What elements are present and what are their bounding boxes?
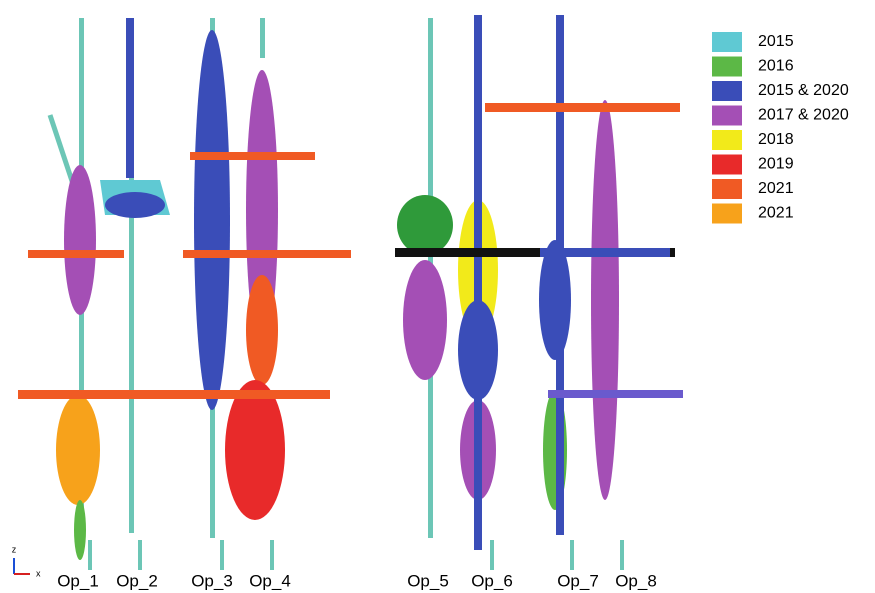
- pole: [570, 540, 574, 570]
- blob: [64, 165, 96, 315]
- legend-swatch: [712, 32, 742, 52]
- legend-swatch: [712, 204, 742, 224]
- axis-x-label: x: [36, 568, 41, 578]
- well-label: Op_2: [116, 571, 158, 590]
- bar: [548, 390, 683, 398]
- blob: [556, 15, 564, 535]
- bar: [28, 250, 124, 258]
- blob: [591, 100, 619, 500]
- pole: [138, 540, 142, 570]
- blob: [126, 18, 134, 178]
- blob: [56, 395, 100, 505]
- legend-label: 2015: [758, 33, 794, 50]
- blob: [403, 260, 447, 380]
- well-label: Op_4: [249, 571, 291, 590]
- legend-label: 2021: [758, 180, 794, 197]
- blob: [74, 500, 86, 560]
- well-label: Op_7: [557, 571, 599, 590]
- bar: [190, 152, 315, 160]
- legend-swatch: [712, 106, 742, 126]
- blob: [474, 15, 482, 550]
- pole: [490, 540, 494, 570]
- legend-label: 2016: [758, 58, 794, 75]
- figure: z x Op_1 Op_2 Op_3 Op_4 Op_5 Op_6 Op_7 Op_8 201…: [0, 0, 875, 593]
- blob: [246, 275, 278, 385]
- scene: z x: [12, 15, 683, 578]
- blob: [105, 192, 165, 218]
- axis-z-label: z: [12, 544, 17, 554]
- bar: [183, 250, 351, 258]
- well-labels: Op_1 Op_2 Op_3 Op_4 Op_5 Op_6 Op_7 Op_8: [57, 571, 657, 590]
- legend-label: 2017 & 2020: [758, 107, 849, 124]
- bar: [18, 390, 330, 399]
- legend: 2015 2016 2015 & 2020 2017 & 2020 2018 2019 20…: [712, 32, 849, 224]
- legend-swatch: [712, 130, 742, 150]
- pole: [270, 540, 274, 570]
- legend-label: 2018: [758, 131, 794, 148]
- legend-swatch: [712, 155, 742, 175]
- legend-swatch: [712, 57, 742, 77]
- pole: [620, 540, 624, 570]
- pole: [88, 540, 92, 570]
- pole: [260, 18, 265, 58]
- bar: [485, 103, 680, 112]
- bar: [540, 248, 670, 257]
- legend-swatch: [712, 179, 742, 199]
- blob: [194, 30, 230, 410]
- well-label: Op_1: [57, 571, 99, 590]
- legend-label: 2015 & 2020: [758, 82, 849, 99]
- pole: [220, 540, 224, 570]
- blob: [397, 195, 453, 255]
- well-label: Op_5: [407, 571, 449, 590]
- well-label: Op_6: [471, 571, 513, 590]
- well-label: Op_3: [191, 571, 233, 590]
- legend-label: 2021: [758, 205, 794, 222]
- legend-swatch: [712, 81, 742, 101]
- legend-label: 2019: [758, 156, 794, 173]
- blob: [539, 240, 571, 360]
- blob: [225, 380, 285, 520]
- well-label: Op_8: [615, 571, 657, 590]
